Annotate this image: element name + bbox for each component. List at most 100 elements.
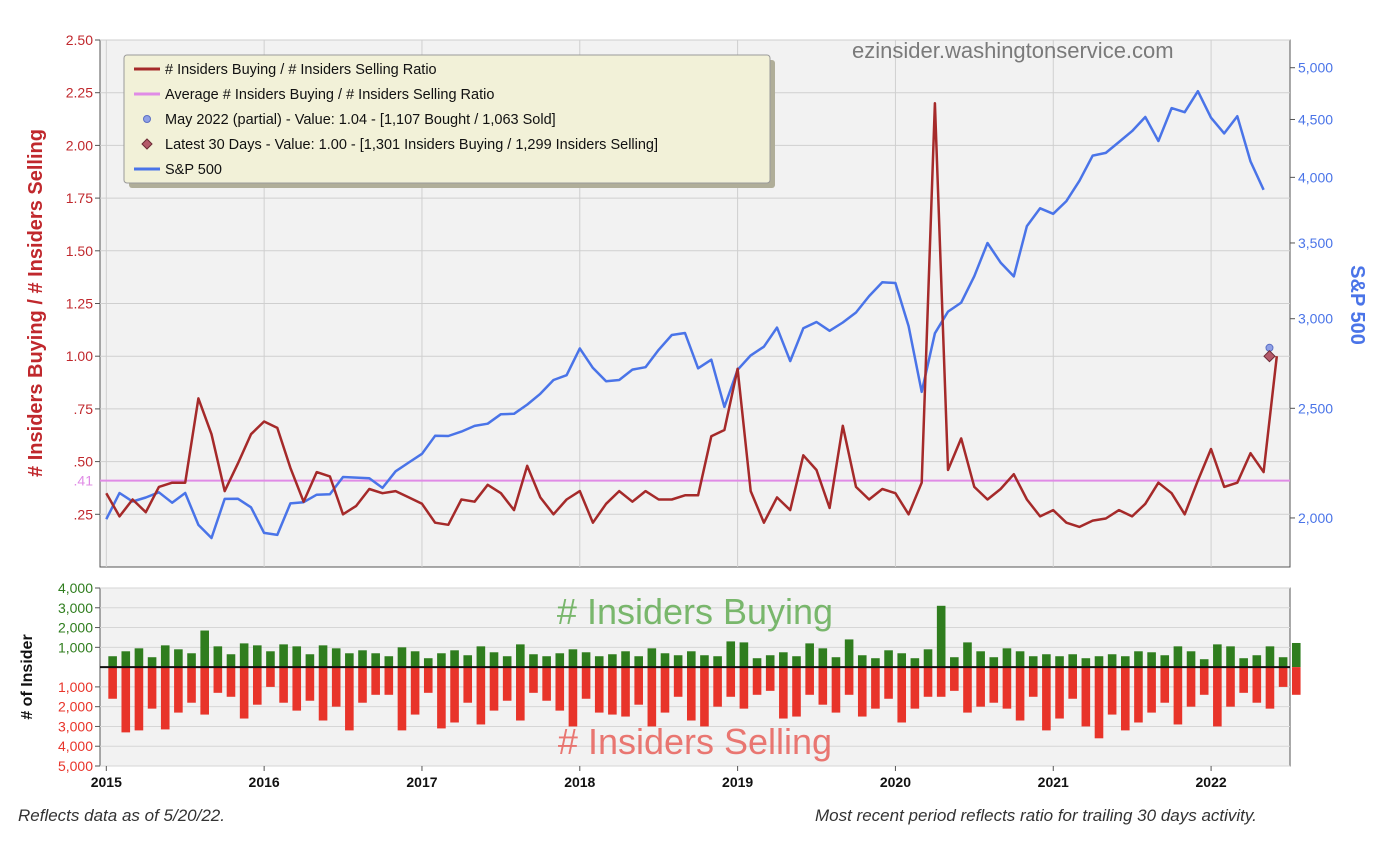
buying-bar xyxy=(1028,656,1038,668)
bottom-tick-label-4: 1,000 xyxy=(58,679,93,695)
selling-bar xyxy=(239,667,249,719)
x-tick-label-0: 2015 xyxy=(91,774,122,790)
buying-bar xyxy=(963,642,972,668)
selling-bar xyxy=(1015,667,1025,721)
selling-bar xyxy=(700,667,709,727)
bars-layer xyxy=(108,605,1301,739)
selling-bar xyxy=(213,667,223,693)
buying-bar xyxy=(1147,652,1156,668)
selling-bar xyxy=(1278,667,1288,687)
bottom-tick-label-6: 3,000 xyxy=(58,718,93,734)
buying-bar xyxy=(726,641,736,668)
selling-bar xyxy=(989,667,999,703)
selling-bar xyxy=(1252,667,1262,703)
left-tick-label-7: 2.00 xyxy=(66,137,93,153)
buying-bar xyxy=(897,653,907,668)
selling-bar xyxy=(1199,667,1209,695)
buying-bar xyxy=(1199,659,1209,668)
selling-bar xyxy=(147,667,157,709)
buying-bar xyxy=(844,639,854,668)
buying-bar xyxy=(1252,655,1262,668)
x-tick-label-4: 2019 xyxy=(722,774,753,790)
buying-bar xyxy=(1081,658,1091,668)
selling-bar xyxy=(897,667,907,723)
selling-bar xyxy=(647,667,657,727)
buying-bar xyxy=(884,650,893,668)
buying-bar xyxy=(779,652,788,668)
buying-bar xyxy=(621,651,630,668)
buying-bar xyxy=(226,654,236,668)
buying-bar xyxy=(502,656,512,668)
legend-swatch-3 xyxy=(141,138,153,150)
selling-bar xyxy=(252,667,262,705)
selling-bar xyxy=(1002,667,1012,709)
x-tick-label-5: 2020 xyxy=(880,774,911,790)
buying-bar xyxy=(1239,658,1248,668)
buying-bar xyxy=(450,650,459,668)
buying-bar xyxy=(542,656,551,668)
buying-bar xyxy=(555,653,565,668)
selling-bar xyxy=(292,667,302,711)
x-tick-label-7: 2022 xyxy=(1196,774,1227,790)
selling-bar xyxy=(608,667,617,715)
selling-bar xyxy=(1147,667,1156,713)
buying-bar xyxy=(1173,646,1183,668)
average-layer: .41 xyxy=(74,473,1290,489)
buying-bar xyxy=(437,653,446,668)
buying-bar xyxy=(1094,656,1104,668)
buying-bar xyxy=(673,655,683,668)
selling-bar xyxy=(1265,667,1275,709)
buying-bar xyxy=(752,658,762,668)
selling-bar xyxy=(410,667,420,715)
selling-bar xyxy=(910,667,920,709)
buying-bar xyxy=(345,653,354,668)
buying-bar xyxy=(818,648,828,668)
buying-bar xyxy=(976,651,985,668)
selling-bar xyxy=(397,667,407,731)
legend-label-0: # Insiders Buying / # Insiders Selling R… xyxy=(165,62,437,78)
left-tick-label-5: 1.50 xyxy=(66,243,93,259)
selling-label: # Insiders Selling xyxy=(558,721,832,762)
selling-bar xyxy=(805,667,814,695)
buying-bar xyxy=(410,651,420,668)
buying-bar xyxy=(792,656,801,668)
selling-bar xyxy=(1134,667,1143,723)
buying-bar xyxy=(608,654,617,668)
x-tick-label-3: 2018 xyxy=(564,774,595,790)
selling-bar xyxy=(857,667,867,717)
selling-bar xyxy=(1160,667,1170,703)
selling-bar xyxy=(160,667,170,730)
selling-bar xyxy=(831,667,841,713)
buying-bar xyxy=(1015,651,1025,668)
selling-bar xyxy=(871,667,880,709)
selling-bar xyxy=(450,667,459,723)
selling-bar xyxy=(318,667,328,721)
legend-label-3: Latest 30 Days - Value: 1.00 - [1,301 In… xyxy=(165,137,658,153)
selling-bar xyxy=(331,667,341,707)
buying-bar xyxy=(910,658,920,668)
selling-bar xyxy=(726,667,736,697)
selling-bar xyxy=(108,667,117,699)
left-tick-label-9: 2.50 xyxy=(66,32,93,48)
selling-bar xyxy=(1173,667,1183,725)
legend-swatch-2 xyxy=(143,115,151,123)
buying-bar xyxy=(1213,644,1222,668)
buying-bar xyxy=(108,656,117,668)
ratio-series-line xyxy=(105,101,1279,529)
selling-bar xyxy=(1291,667,1301,695)
right-tick-label-0: 2,000 xyxy=(1298,510,1333,526)
x-tick-label-1: 2016 xyxy=(249,774,280,790)
selling-bar xyxy=(1186,667,1196,707)
selling-bar xyxy=(371,667,380,695)
buying-bar xyxy=(1226,646,1235,668)
selling-bar xyxy=(358,667,367,703)
buying-bar xyxy=(174,649,183,668)
buying-bar xyxy=(1278,657,1288,668)
selling-bar xyxy=(1068,667,1077,699)
buying-bar xyxy=(358,650,367,668)
selling-bar xyxy=(963,667,972,713)
buying-bar xyxy=(1002,648,1012,668)
watermark: ezinsider.washingtonservice.com xyxy=(852,38,1174,63)
right-axis-title: S&P 500 xyxy=(1346,265,1368,345)
